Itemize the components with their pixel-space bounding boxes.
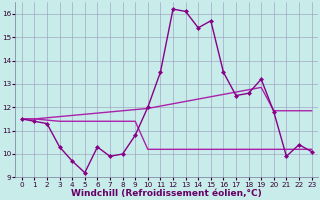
X-axis label: Windchill (Refroidissement éolien,°C): Windchill (Refroidissement éolien,°C) — [71, 189, 262, 198]
